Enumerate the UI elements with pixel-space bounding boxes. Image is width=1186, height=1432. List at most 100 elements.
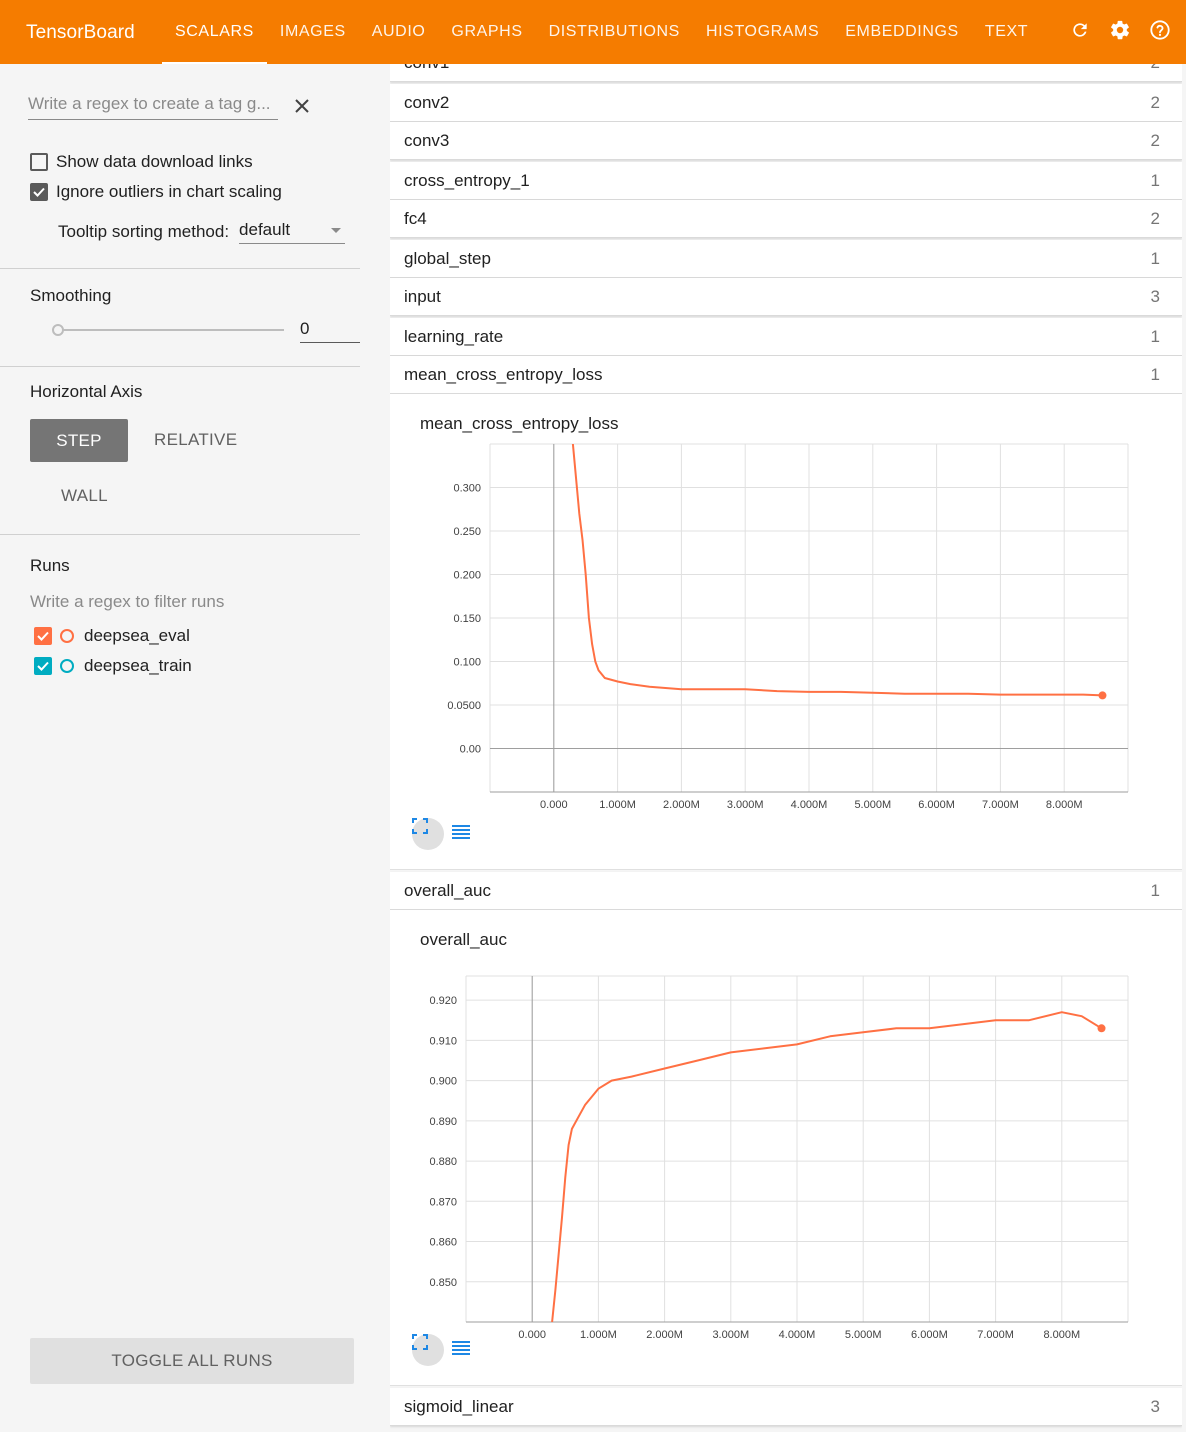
category-global-step[interactable]: global_step 1 — [390, 240, 1182, 278]
y-tick-label: 0.200 — [453, 570, 481, 582]
app-title: TensorBoard — [26, 22, 135, 43]
category-name: overall_auc — [404, 880, 491, 900]
tag-filter-input[interactable]: Write a regex to create a tag g... — [28, 94, 278, 120]
close-icon[interactable] — [292, 96, 312, 116]
y-tick-label: 0.890 — [429, 1116, 457, 1128]
data-table-toggle[interactable] — [451, 823, 473, 845]
smoothing-slider-handle[interactable] — [52, 324, 64, 336]
run-item-deepsea-eval[interactable]: deepsea_eval — [34, 626, 190, 646]
tab-text[interactable]: TEXT — [984, 23, 1029, 40]
category-count: 2 — [1151, 64, 1160, 73]
series-line — [571, 444, 1103, 697]
x-tick-label: 4.000M — [791, 799, 828, 811]
fullscreen-button[interactable] — [412, 1334, 444, 1366]
category-sigmoid-linear[interactable]: sigmoid_linear 3 — [390, 1388, 1182, 1426]
x-tick-label: 1.000M — [580, 1329, 617, 1341]
divider — [0, 366, 360, 367]
tooltip-sorting-dropdown[interactable]: default — [239, 220, 346, 244]
checkmark-icon — [33, 187, 45, 197]
fullscreen-button[interactable] — [412, 818, 444, 850]
dropdown-arrow-icon — [331, 228, 342, 233]
line-chart[interactable]: 0.000 1.000M 2.000M 3.000M 4.000M 5.000M 6.000… — [390, 394, 1182, 870]
x-tick-label: 7.000M — [982, 799, 1019, 811]
checkmark-icon — [37, 631, 49, 641]
tab-graphs[interactable]: GRAPHS — [451, 23, 523, 40]
category-count: 1 — [1150, 326, 1160, 346]
x-tick-label: 1.000M — [599, 799, 636, 811]
tooltip-sorting-label: Tooltip sorting method: — [58, 222, 230, 241]
checkbox-checked[interactable] — [34, 657, 52, 675]
category-conv1[interactable]: conv1 2 — [390, 64, 1182, 82]
data-table-toggle[interactable] — [451, 1339, 473, 1361]
category-count: 2 — [1150, 130, 1160, 150]
top-app-bar: TensorBoard SCALARS IMAGES AUDIO GRAPHS … — [0, 0, 1186, 64]
runs-title: Runs — [30, 556, 70, 575]
refresh-icon[interactable] — [1068, 18, 1092, 42]
y-tick-label: 0.860 — [429, 1237, 457, 1249]
category-count: 1 — [1150, 170, 1160, 190]
y-tick-label: 0.900 — [429, 1076, 457, 1088]
category-learning-rate[interactable]: learning_rate 1 — [390, 318, 1182, 356]
category-conv2[interactable]: conv2 2 — [390, 84, 1182, 122]
run-name: deepsea_train — [84, 656, 192, 675]
y-tick-label: 0.920 — [429, 995, 457, 1007]
category-count: 1 — [1150, 880, 1160, 900]
fullscreen-icon — [412, 818, 428, 834]
x-tick-label: 6.000M — [911, 1329, 948, 1341]
tab-scalars[interactable]: SCALARS — [162, 0, 267, 64]
tab-images[interactable]: IMAGES — [279, 23, 346, 40]
tab-embeddings[interactable]: EMBEDDINGS — [845, 23, 959, 40]
series-endpoint — [1097, 1024, 1106, 1033]
run-item-deepsea-train[interactable]: deepsea_train — [34, 656, 192, 676]
x-tick-label: 5.000M — [854, 799, 891, 811]
category-conv3[interactable]: conv3 2 — [390, 122, 1182, 160]
wall-button[interactable]: WALL — [61, 486, 108, 505]
checkbox-checked[interactable] — [30, 183, 48, 201]
sidebar: Write a regex to create a tag g... Show … — [0, 64, 360, 1432]
category-count: 1 — [1150, 364, 1160, 384]
horizontal-axis-title: Horizontal Axis — [30, 382, 143, 401]
run-name: deepsea_eval — [84, 626, 190, 645]
category-name: mean_cross_entropy_loss — [404, 364, 603, 384]
relative-button[interactable]: RELATIVE — [154, 430, 238, 449]
run-color-circle-icon — [60, 629, 74, 643]
divider — [0, 268, 360, 269]
checkbox-unchecked[interactable] — [30, 153, 48, 171]
category-name: fc4 — [404, 208, 427, 228]
smoothing-slider-track[interactable] — [58, 329, 284, 331]
toggle-all-runs-button[interactable]: TOGGLE ALL RUNS — [30, 1338, 354, 1384]
runs-filter-input[interactable]: Write a regex to filter runs — [30, 592, 225, 611]
line-chart[interactable]: 0.000 1.000M 2.000M 3.000M 4.000M 5.000M 6.000… — [390, 910, 1182, 1386]
tooltip-sorting-row: Tooltip sorting method: default — [58, 220, 346, 244]
step-button[interactable]: STEP — [30, 419, 128, 462]
main-content: conv1 2 conv2 2 conv3 2 cross_entropy_1 … — [390, 64, 1182, 1432]
series-endpoint — [1098, 691, 1107, 700]
show-download-links-checkbox[interactable]: Show data download links — [30, 152, 253, 172]
category-overall-auc[interactable]: overall_auc 1 — [390, 872, 1182, 910]
category-mean-cross-entropy-loss[interactable]: mean_cross_entropy_loss 1 — [390, 356, 1182, 394]
tab-histograms[interactable]: HISTOGRAMS — [705, 23, 820, 40]
y-tick-label: 0.910 — [429, 1035, 457, 1047]
category-name: conv2 — [404, 92, 450, 112]
y-tick-label: 0.870 — [429, 1196, 457, 1208]
x-tick-label: 8.000M — [1046, 799, 1083, 811]
category-name: cross_entropy_1 — [404, 170, 530, 190]
ignore-outliers-checkbox[interactable]: Ignore outliers in chart scaling — [30, 182, 282, 202]
category-input[interactable]: input 3 — [390, 278, 1182, 316]
tab-distributions[interactable]: DISTRIBUTIONS — [548, 23, 680, 40]
category-name: learning_rate — [404, 326, 504, 346]
show-download-links-label: Show data download links — [56, 152, 253, 171]
y-tick-label: 0.300 — [453, 483, 481, 495]
category-cross-entropy-1[interactable]: cross_entropy_1 1 — [390, 162, 1182, 200]
smoothing-value-input[interactable]: 0 — [300, 319, 360, 343]
checkbox-checked[interactable] — [34, 627, 52, 645]
y-tick-label: 0.0500 — [447, 700, 481, 712]
help-icon[interactable] — [1148, 18, 1172, 42]
tab-audio[interactable]: AUDIO — [371, 23, 426, 40]
y-tick-label: 0.850 — [429, 1277, 457, 1289]
x-tick-label: 3.000M — [727, 799, 764, 811]
settings-icon[interactable] — [1108, 18, 1132, 42]
category-fc4[interactable]: fc4 2 — [390, 200, 1182, 238]
ignore-outliers-label: Ignore outliers in chart scaling — [56, 182, 282, 201]
chart-title: mean_cross_entropy_loss — [420, 414, 619, 433]
